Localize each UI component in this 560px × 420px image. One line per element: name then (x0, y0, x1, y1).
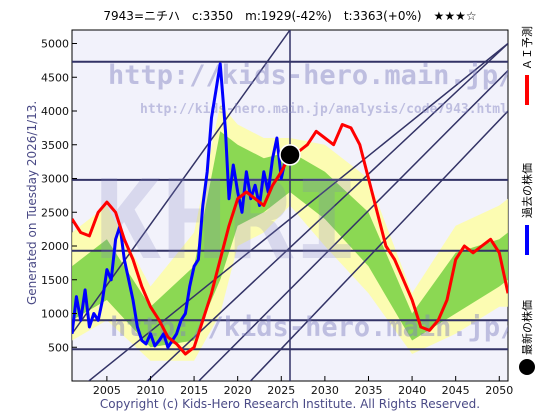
y-tick-label: 4500 (41, 71, 69, 84)
y-tick-label: 500 (48, 341, 69, 354)
y-tick-label: 4000 (41, 105, 69, 118)
x-tick-label: 2035 (354, 384, 382, 397)
y-tick-label: 2500 (41, 206, 69, 219)
x-tick-label: 2050 (485, 384, 513, 397)
generated-date-label: Generated on Tuesday 2026/1/13. (25, 101, 39, 305)
legend-forecast-label: ＡＩ予測 (520, 26, 534, 70)
x-tick-label: 2010 (136, 384, 164, 397)
trend-line (146, 42, 508, 381)
watermark-url-lower: http://kids-hero.main.jp/ (110, 312, 516, 343)
legend-latest-dot (519, 359, 535, 375)
watermark-url: http://kids-hero.main.jp/ (108, 60, 514, 91)
y-tick-label: 3500 (41, 139, 69, 152)
copyright-footer: Copyright (c) Kids-Hero Research Institu… (100, 397, 480, 411)
y-tick-label: 2000 (41, 240, 69, 253)
x-tick-label: 2030 (311, 384, 339, 397)
y-tick-label: 5000 (41, 38, 69, 51)
forecast-band-inner (72, 131, 508, 348)
legend: ＡＩ予測 過去の株価 最新の株価 (519, 26, 535, 375)
y-tick-label: 1000 (41, 308, 69, 321)
legend-latest-label: 最新の株価 (520, 300, 534, 355)
series-line-past-price (72, 62, 291, 349)
chart-title: 7943=ニチハ c:3350 m:1929(-42%) t:3363(+0%)… (103, 9, 476, 23)
x-tick-label: 2040 (398, 384, 426, 397)
watermark-url-detail: http://kids-hero.main.jp/analysis/code79… (140, 102, 508, 117)
x-tick-label: 2015 (180, 384, 208, 397)
x-tick-label: 2005 (93, 384, 121, 397)
trend-line (197, 69, 508, 381)
x-tick-label: 2025 (267, 384, 295, 397)
y-tick-label: 1500 (41, 274, 69, 287)
legend-past-label: 過去の株価 (520, 163, 534, 218)
trend-line (249, 110, 508, 381)
x-tick-label: 2020 (224, 384, 252, 397)
y-tick-label: 3000 (41, 173, 69, 186)
latest-price-marker (279, 144, 301, 166)
trend-line (72, 30, 291, 335)
x-tick-label: 2045 (442, 384, 470, 397)
